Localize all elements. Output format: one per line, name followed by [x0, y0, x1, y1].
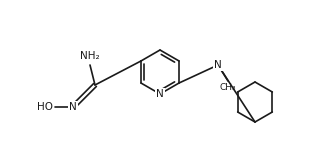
- Text: CH₃: CH₃: [220, 83, 236, 92]
- Text: N: N: [69, 102, 77, 112]
- Text: N: N: [156, 89, 164, 99]
- Text: N: N: [214, 60, 222, 70]
- Text: HO: HO: [37, 102, 53, 112]
- Text: NH₂: NH₂: [80, 51, 100, 61]
